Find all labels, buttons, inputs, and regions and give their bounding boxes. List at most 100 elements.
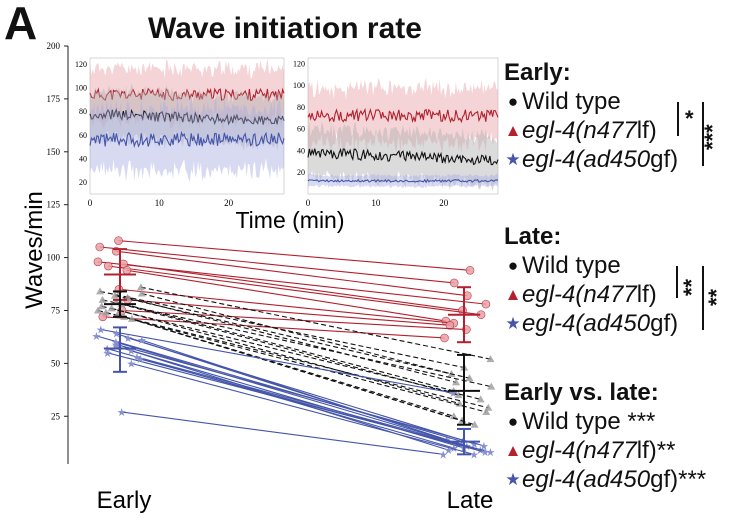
- paired-line: [141, 293, 452, 375]
- data-point: [482, 408, 491, 416]
- x-tick-label: Late: [447, 487, 494, 514]
- legend-evl-header: Early vs. late:: [504, 379, 659, 406]
- y-axis-label: Waves/min: [21, 191, 48, 309]
- paired-line: [131, 362, 475, 455]
- data-point: ★: [111, 339, 121, 351]
- ci-band: [308, 122, 498, 192]
- legend-early-gf: ★egl-4(ad450gf): [504, 145, 678, 174]
- legend-early: Early: ● Wild type ▲egl-4(n477lf) ★egl-4(…: [504, 58, 678, 174]
- data-point: [458, 306, 467, 315]
- legend-suffix: gf): [650, 466, 679, 493]
- inset-frame: [307, 57, 499, 195]
- mean-trace: [307, 107, 499, 124]
- data-point: [470, 420, 479, 428]
- circle-icon: ●: [507, 412, 519, 431]
- paired-line: [100, 328, 454, 394]
- legend-early-header: Early:: [504, 59, 571, 86]
- inset-x-tick: 10: [155, 198, 165, 208]
- legend-suffix: gf): [650, 146, 679, 173]
- data-point: [107, 304, 116, 312]
- ci-band: [308, 173, 498, 189]
- legend-gene: egl-4(ad450: [522, 466, 651, 493]
- inset-x-tick: 10: [371, 198, 381, 208]
- y-tick-label: 75: [51, 305, 61, 315]
- paired-line: [99, 246, 455, 284]
- mean-trace: [307, 178, 499, 184]
- data-point: [476, 395, 485, 403]
- y-tick-label: 125: [47, 200, 61, 210]
- x-tick-label: Early: [97, 487, 152, 514]
- paired-line: [121, 411, 444, 455]
- inset-late: 0 10 20 20 40 60 80 100 120: [293, 57, 499, 208]
- data-point: ★: [469, 439, 479, 451]
- legend-evl: Early vs. late: ● Wild type *** ▲egl-4(n4…: [504, 378, 706, 494]
- y-tick-label: 50: [51, 358, 61, 368]
- data-point: [449, 278, 459, 288]
- legend-late-wt: ● Wild type: [504, 251, 678, 280]
- data-point: [110, 291, 119, 299]
- ci-band: [90, 58, 284, 131]
- paired-line: [118, 288, 454, 324]
- legend-sig: ***: [678, 466, 707, 493]
- paired-line: [127, 337, 475, 445]
- legend-gene: egl-4(ad450: [522, 146, 651, 173]
- paired-line: [115, 341, 467, 447]
- legend-gene: egl-4(ad450: [522, 310, 651, 337]
- mean-trace: [89, 130, 285, 149]
- data-point: [101, 308, 110, 316]
- paired-line: [97, 309, 489, 409]
- star-icon: ★: [505, 150, 521, 169]
- legend-sig: ***: [627, 408, 656, 435]
- paired-line: [101, 305, 481, 400]
- data-point: [449, 412, 458, 420]
- legend-early-lf: ▲egl-4(n477lf): [504, 116, 678, 145]
- legend-sig: **: [656, 437, 676, 464]
- paired-line: [140, 358, 486, 453]
- data-point: [465, 265, 475, 275]
- paired-line: [105, 312, 487, 413]
- data-point: [97, 302, 106, 310]
- data-point: ★: [112, 329, 122, 341]
- data-point: ★: [137, 335, 147, 347]
- data-point: [137, 289, 146, 297]
- legend-label: Wild type: [522, 252, 621, 279]
- mean-trace: [307, 147, 499, 166]
- data-point: [127, 314, 136, 322]
- inset-y-tick: 80: [297, 103, 305, 112]
- legend-gene: egl-4(n477: [522, 281, 637, 308]
- legend-suffix: lf): [636, 281, 657, 308]
- data-point: [136, 283, 145, 291]
- sig-early-2: ***: [700, 124, 725, 150]
- legend-suffix: gf): [650, 310, 679, 337]
- legend-suffix: lf): [636, 117, 657, 144]
- inset-y-tick: 20: [297, 168, 305, 177]
- data-point: [93, 257, 103, 267]
- paired-line: [118, 240, 471, 271]
- inset-x-tick: 0: [88, 198, 93, 208]
- circle-icon: ●: [507, 92, 519, 111]
- paired-line: [115, 343, 485, 447]
- triangle-icon: ▲: [504, 285, 522, 304]
- inset-x-tick: 0: [306, 198, 311, 208]
- data-point: ★: [117, 407, 127, 419]
- data-point: ★: [469, 449, 479, 461]
- legend-late: Late: ● Wild type ▲egl-4(n477lf) ★egl-4(a…: [504, 222, 678, 338]
- inset-x-tick: 20: [439, 198, 449, 208]
- data-point: ★: [480, 447, 490, 459]
- legend-evl-gf: ★egl-4(ad450gf)***: [504, 465, 706, 494]
- inset-x-tick: 20: [224, 198, 234, 208]
- legend-evl-lf: ▲egl-4(n477lf)**: [504, 436, 706, 465]
- data-point: [481, 299, 491, 309]
- data-point: [440, 333, 449, 343]
- data-point: ★: [96, 325, 106, 337]
- data-point: [93, 306, 102, 314]
- triangle-icon: ▲: [504, 121, 522, 140]
- data-point: ★: [135, 354, 145, 366]
- legend-late-header: Late:: [504, 223, 562, 250]
- paired-line: [123, 263, 463, 312]
- paired-line: [116, 250, 468, 297]
- legend-evl-wt: ● Wild type ***: [504, 407, 706, 436]
- data-point: ★: [438, 449, 448, 461]
- data-point: [445, 320, 455, 330]
- paired-line: [131, 318, 475, 426]
